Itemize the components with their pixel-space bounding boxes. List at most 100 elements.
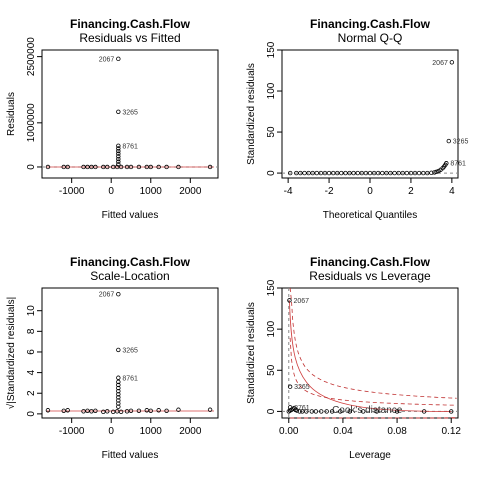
cooks-distance-label: Cook's distance xyxy=(332,405,403,416)
x-tick-label: 1000 xyxy=(140,426,163,437)
cooks-distance-contour xyxy=(289,287,457,399)
y-tick-label: 10 xyxy=(26,305,37,317)
data-point xyxy=(105,164,110,170)
data-point xyxy=(45,408,51,413)
data-point xyxy=(367,170,373,176)
data-point xyxy=(116,148,121,154)
data-point xyxy=(444,161,449,166)
data-point xyxy=(446,138,451,144)
cooks-distance-contour xyxy=(289,337,457,406)
y-tick-label: 150 xyxy=(266,41,277,58)
data-point xyxy=(85,408,90,413)
data-point xyxy=(335,170,340,176)
data-point xyxy=(313,409,319,414)
plot-subtitle: Residuals vs Fitted xyxy=(79,31,180,45)
x-tick-label: -4 xyxy=(284,186,293,197)
x-tick-label: -1000 xyxy=(59,186,85,197)
data-point xyxy=(432,170,437,175)
smoother-line xyxy=(289,300,452,412)
x-tick-label: 2000 xyxy=(179,186,202,197)
data-point xyxy=(294,408,300,413)
data-point xyxy=(116,379,121,385)
data-point xyxy=(425,170,430,176)
data-point xyxy=(371,170,377,176)
data-point xyxy=(116,56,121,62)
y-axis-label: Standardized residuals xyxy=(246,63,257,165)
data-point xyxy=(300,409,305,414)
x-tick-label: 0 xyxy=(367,186,373,197)
x-tick-label: 0 xyxy=(108,426,114,437)
data-point xyxy=(324,409,329,414)
data-point xyxy=(326,170,332,176)
x-axis-label: Theoretical Quantiles xyxy=(323,210,418,221)
plot-title: Financing.Cash.Flow xyxy=(70,17,191,31)
data-point xyxy=(330,170,336,176)
data-point xyxy=(429,170,434,176)
data-point xyxy=(287,405,293,410)
data-point xyxy=(408,170,414,176)
y-tick-label: 0 xyxy=(266,170,277,176)
data-point xyxy=(116,143,121,148)
data-point xyxy=(116,375,121,380)
data-point xyxy=(116,388,121,394)
data-point xyxy=(347,409,352,414)
data-point xyxy=(421,409,427,414)
data-point xyxy=(404,170,410,176)
data-point xyxy=(148,164,153,170)
x-tick-label: 0.08 xyxy=(387,426,407,437)
data-point xyxy=(116,401,121,406)
point-label: 3265 xyxy=(122,109,138,116)
y-axis-label: √|Standardized residuals| xyxy=(5,297,17,409)
data-point xyxy=(449,409,454,414)
x-axis-label: Leverage xyxy=(349,450,391,461)
y-tick-label: 100 xyxy=(266,320,277,337)
data-point xyxy=(412,170,418,176)
point-label: 3265 xyxy=(294,384,310,391)
data-point xyxy=(164,408,169,413)
data-point xyxy=(93,408,98,413)
data-point xyxy=(287,170,293,176)
data-point xyxy=(101,409,106,415)
data-point xyxy=(287,298,292,303)
y-tick-label: 50 xyxy=(266,364,277,376)
plot-frame xyxy=(281,49,459,179)
data-point xyxy=(176,407,181,412)
plot-title: Financing.Cash.Flow xyxy=(70,255,191,269)
data-point xyxy=(294,170,299,176)
data-point xyxy=(374,409,379,414)
data-point xyxy=(207,164,213,170)
data-point xyxy=(421,170,426,176)
data-point xyxy=(388,170,393,176)
point-label: 2067 xyxy=(293,298,309,305)
data-point xyxy=(355,170,360,176)
point-label: 8761 xyxy=(122,143,138,150)
data-point xyxy=(116,404,121,409)
data-point xyxy=(116,347,121,353)
data-point xyxy=(392,170,397,176)
y-tick-label: 2 xyxy=(26,390,37,396)
data-point xyxy=(380,170,385,176)
data-point xyxy=(338,409,343,414)
data-point xyxy=(61,408,66,413)
y-axis-label: Standardized residuals xyxy=(246,302,257,404)
data-point xyxy=(347,170,352,176)
y-tick-label: 100 xyxy=(266,82,277,99)
data-point xyxy=(116,151,121,156)
y-tick-label: 0 xyxy=(266,408,277,414)
x-tick-label: 1000 xyxy=(140,186,163,197)
data-point xyxy=(116,154,121,159)
data-point xyxy=(116,395,121,400)
data-point xyxy=(116,156,121,162)
data-point xyxy=(298,170,303,176)
data-point xyxy=(339,170,344,176)
x-tick-label: -1000 xyxy=(59,426,85,437)
point-label: 3265 xyxy=(122,347,138,354)
data-point xyxy=(65,164,70,170)
data-point xyxy=(116,109,121,114)
data-point xyxy=(124,409,130,414)
data-point xyxy=(105,409,110,414)
data-point xyxy=(65,408,70,413)
